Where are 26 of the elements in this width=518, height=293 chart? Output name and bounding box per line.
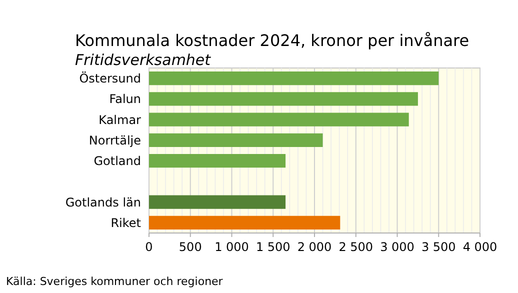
y-tick-label: Gotlands län bbox=[65, 195, 141, 210]
y-tick-label: Riket bbox=[110, 216, 142, 230]
bar bbox=[149, 72, 439, 86]
x-tick-label: 1 000 bbox=[214, 240, 249, 254]
y-tick-label: Kalmar bbox=[98, 112, 142, 127]
chart-subtitle: Fritidsverksamhet bbox=[75, 51, 212, 69]
y-tick-label: Gotland bbox=[94, 154, 141, 168]
x-tick-label: 3 000 bbox=[380, 240, 414, 254]
y-tick-label: Östersund bbox=[79, 72, 141, 86]
y-tick-label: Norrtälje bbox=[88, 133, 141, 148]
y-tick-label: Falun bbox=[109, 92, 141, 106]
x-tick-label: 0 bbox=[145, 240, 153, 254]
x-tick-label: 2 000 bbox=[297, 240, 332, 254]
bar bbox=[149, 195, 286, 209]
chart-title: Kommunala kostnader 2024, kronor per invånare bbox=[75, 31, 470, 50]
bar bbox=[149, 133, 323, 147]
bar bbox=[149, 92, 418, 106]
bar bbox=[149, 154, 286, 168]
text: Källa: Sveriges kommuner och regioner bbox=[6, 275, 224, 288]
x-tick-label: 3 500 bbox=[421, 240, 456, 254]
x-tick-label: 4 000 bbox=[462, 240, 498, 254]
bar bbox=[149, 216, 340, 230]
bar bbox=[149, 112, 409, 126]
x-tick-label: 500 bbox=[178, 240, 202, 254]
x-tick-label: 1 500 bbox=[256, 240, 290, 254]
x-tick-label: 2 500 bbox=[338, 240, 374, 254]
